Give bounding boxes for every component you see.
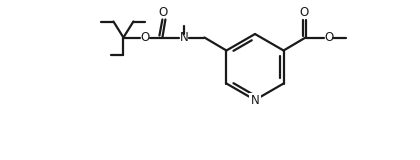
Text: N: N <box>251 95 260 108</box>
Text: O: O <box>299 6 308 19</box>
Text: O: O <box>159 6 168 19</box>
Text: N: N <box>180 31 189 44</box>
Text: O: O <box>141 31 150 44</box>
Text: O: O <box>324 31 333 44</box>
